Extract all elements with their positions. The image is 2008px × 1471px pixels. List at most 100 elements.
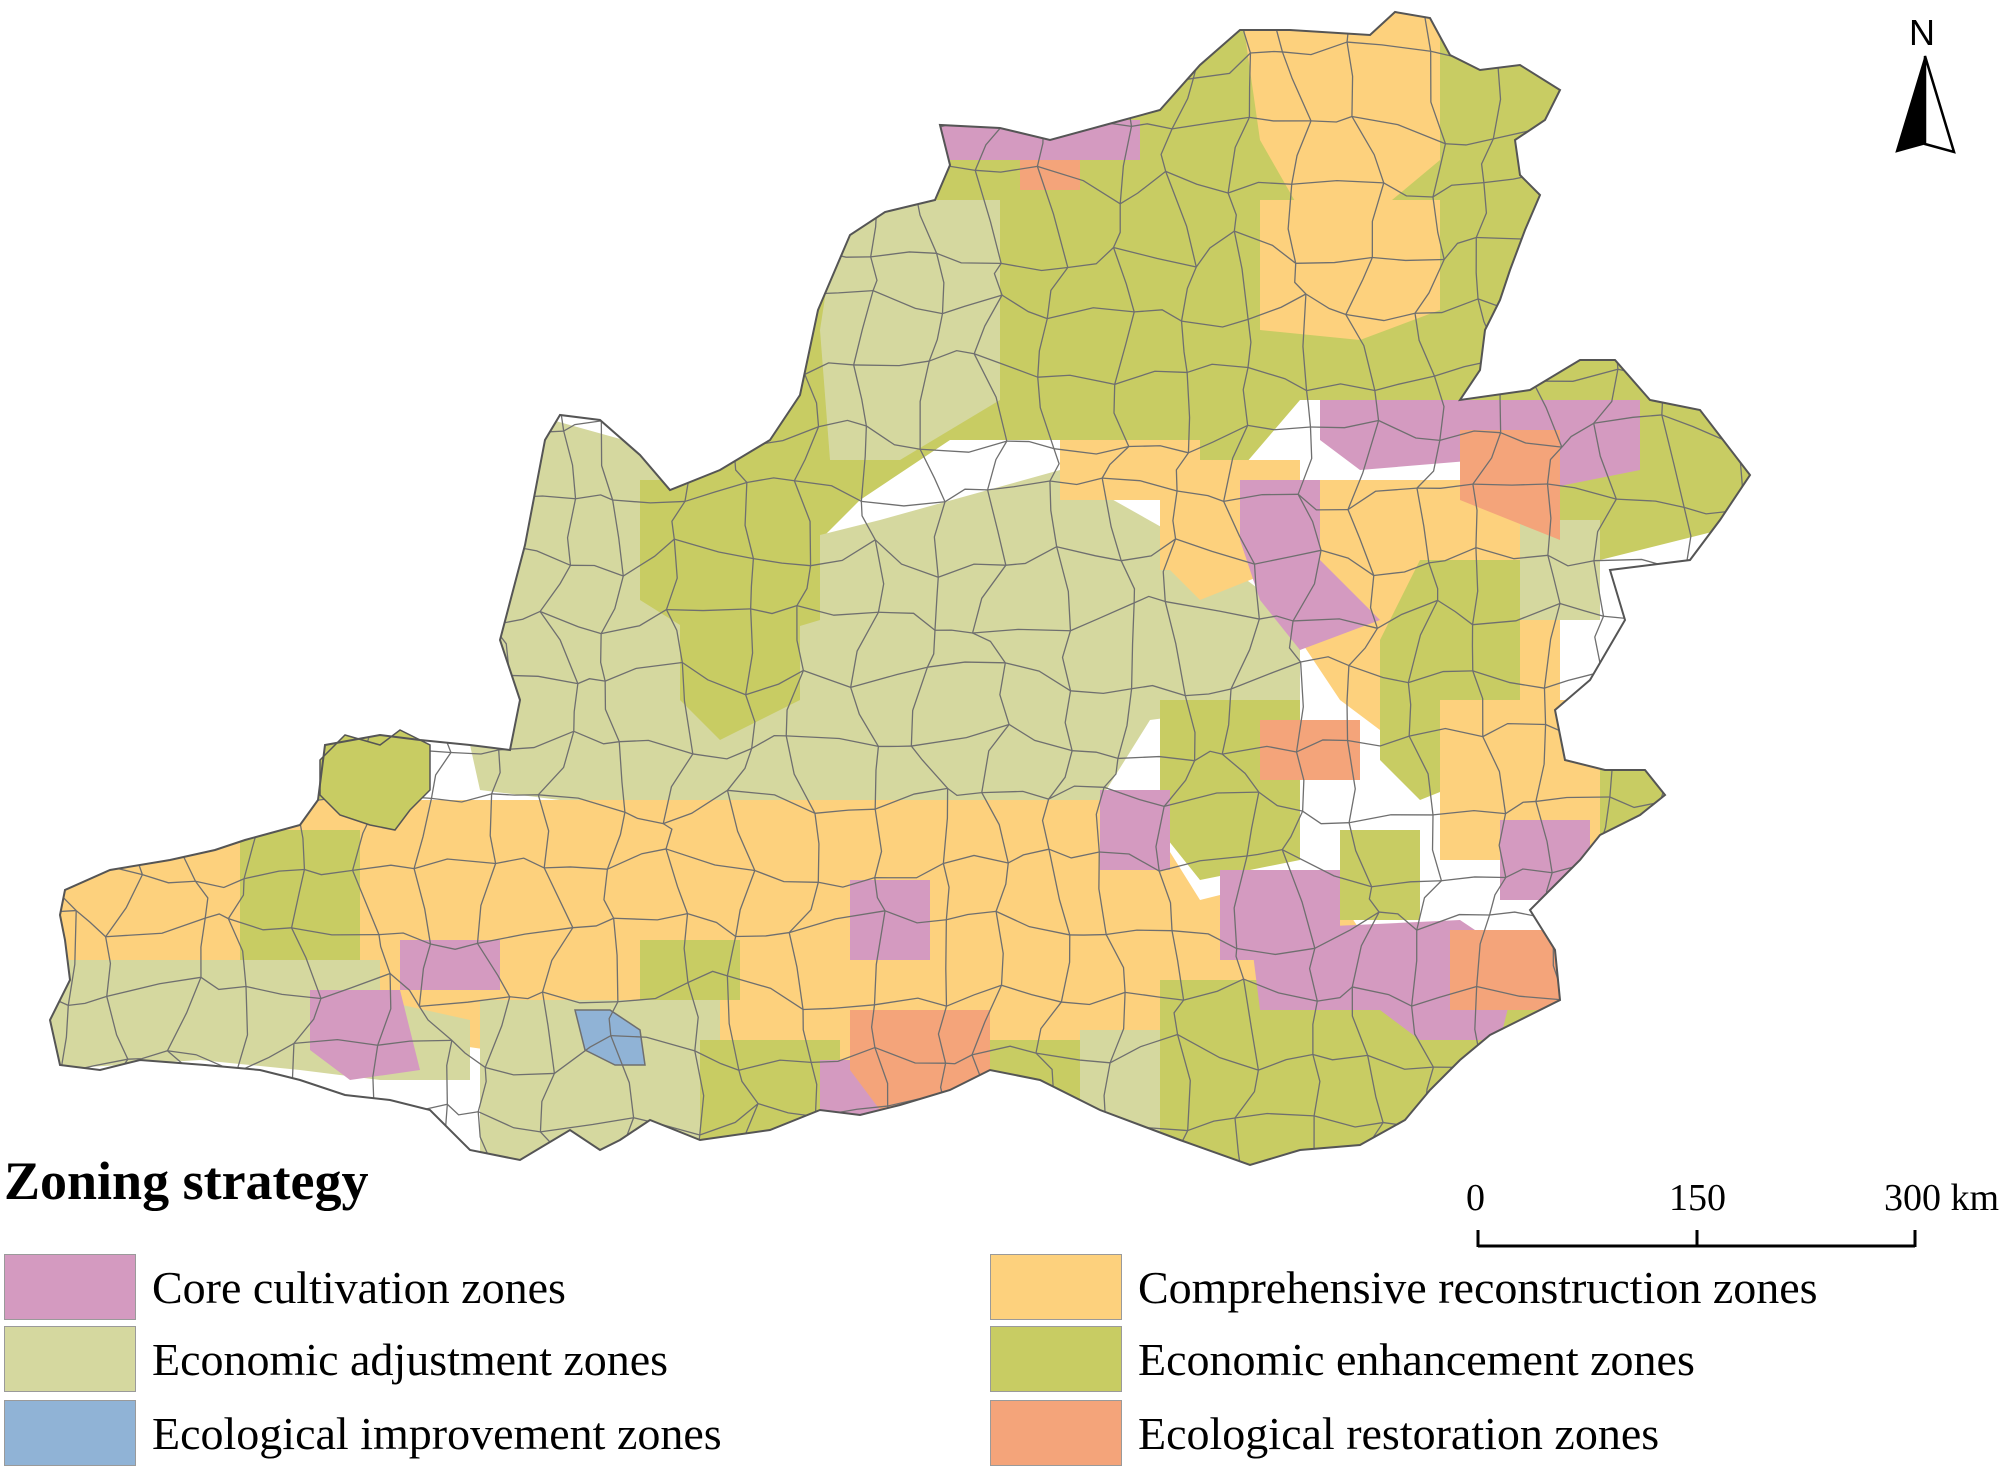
- county-boundary: [1069, 933, 1107, 936]
- zone-region-econ_enh: [240, 830, 360, 960]
- county-boundary: [499, 422, 517, 499]
- zone-region-core: [400, 940, 500, 990]
- county-boundary: [1802, 481, 1805, 555]
- county-boundary: [57, 740, 67, 789]
- county-boundary: [104, 936, 112, 997]
- county-boundary: [605, 104, 698, 133]
- county-boundary: [1160, 128, 1173, 172]
- county-boundary: [429, 1104, 448, 1165]
- county-boundary: [121, 491, 144, 550]
- county-boundary: [309, 57, 390, 71]
- county-boundary: [874, 1047, 889, 1107]
- county-boundary: [1049, 481, 1058, 547]
- legend-label-ecological-restoration: Ecological restoration zones: [1138, 1407, 1660, 1459]
- county-boundary: [796, 565, 812, 606]
- county-boundary: [1223, 501, 1256, 565]
- county-boundary: [971, 984, 1003, 1056]
- county-boundary: [971, 564, 1007, 634]
- county-boundary: [119, 247, 131, 298]
- county-boundary: [1185, 688, 1232, 697]
- county-boundary: [973, 353, 1038, 378]
- county-boundary: [550, 57, 632, 78]
- county-boundary: [1113, 384, 1130, 447]
- county-boundary: [114, 758, 127, 813]
- county-boundary: [874, 877, 886, 912]
- county-boundary: [1557, 43, 1628, 53]
- county-boundary: [1561, 231, 1629, 261]
- county-boundary: [853, 364, 868, 427]
- county-boundary: [743, 1159, 805, 1165]
- north-label: N: [1909, 12, 1935, 53]
- county-boundary: [1547, 554, 1595, 567]
- county-boundary: [750, 558, 755, 609]
- county-boundary: [1778, 79, 1797, 112]
- legend-swatch-ecological-restoration: [990, 1400, 1122, 1466]
- county-boundary: [1498, 813, 1507, 878]
- county-boundary: [320, 359, 328, 427]
- county-boundary: [1038, 78, 1045, 121]
- county-boundary: [499, 497, 508, 546]
- county-boundary: [1295, 751, 1305, 812]
- county-boundary: [751, 735, 787, 750]
- county-boundary: [1422, 12, 1432, 52]
- county-boundary: [934, 629, 973, 634]
- county-boundary: [420, 668, 510, 677]
- county-boundary: [803, 669, 851, 689]
- county-boundary: [1007, 116, 1044, 121]
- county-boundary: [990, 63, 1040, 80]
- county-boundary: [746, 477, 795, 484]
- county-boundary: [477, 1111, 541, 1133]
- county-boundary: [604, 76, 633, 132]
- county-boundary: [805, 1170, 887, 1176]
- county-boundary: [1221, 688, 1232, 755]
- county-boundary: [974, 170, 1002, 264]
- county-boundary: [1543, 603, 1561, 689]
- county-boundary: [726, 936, 737, 976]
- county-boundary: [495, 104, 543, 142]
- county-boundary: [876, 171, 912, 203]
- county-boundary: [1439, 430, 1501, 441]
- county-boundary: [1234, 1070, 1260, 1119]
- county-boundary: [1432, 182, 1484, 198]
- county-boundary: [694, 1050, 705, 1136]
- county-boundary: [1106, 929, 1173, 936]
- county-boundary: [477, 1067, 487, 1112]
- legend-label-ecological-improvement: Ecological improvement zones: [152, 1407, 722, 1459]
- legend-label-core: Core cultivation zones: [152, 1261, 566, 1313]
- county-boundary: [1547, 555, 1561, 604]
- county-boundary: [1619, 204, 1630, 261]
- county-boundary: [59, 1005, 69, 1074]
- county-boundary: [1624, 291, 1691, 301]
- county-boundary: [495, 105, 507, 184]
- county-boundary: [1114, 311, 1135, 385]
- county-boundary: [986, 440, 1008, 491]
- county-boundary: [1128, 445, 1189, 454]
- county-boundary: [1742, 672, 1750, 698]
- county-boundary: [1743, 305, 1750, 318]
- county-boundary: [231, 491, 250, 551]
- county-boundary: [200, 976, 247, 991]
- county-boundary: [874, 1046, 946, 1064]
- county-boundary: [1247, 293, 1307, 320]
- county-boundary: [1553, 919, 1608, 936]
- county-boundary: [195, 180, 207, 232]
- county-boundary: [1175, 538, 1255, 565]
- county-boundary: [65, 739, 127, 760]
- county-boundary: [127, 1050, 168, 1060]
- county-boundary: [1554, 298, 1625, 316]
- county-boundary: [1230, 618, 1260, 690]
- county-boundary: [944, 1101, 1012, 1114]
- zone-region-econ_adj: [1520, 520, 1600, 620]
- county-boundary: [5, 691, 49, 700]
- county-boundary: [1007, 848, 1050, 864]
- county-boundary: [50, 172, 69, 188]
- county-boundary: [1800, 749, 1805, 818]
- zone-region-eco_res: [850, 1010, 990, 1110]
- scale-bar: [1476, 1230, 1917, 1248]
- county-boundary: [874, 787, 948, 810]
- county-boundary: [253, 62, 311, 74]
- county-boundary: [485, 1066, 555, 1076]
- zone-region-eco_res: [1020, 160, 1080, 190]
- county-boundary: [1685, 1100, 1750, 1119]
- county-boundary: [699, 1103, 759, 1136]
